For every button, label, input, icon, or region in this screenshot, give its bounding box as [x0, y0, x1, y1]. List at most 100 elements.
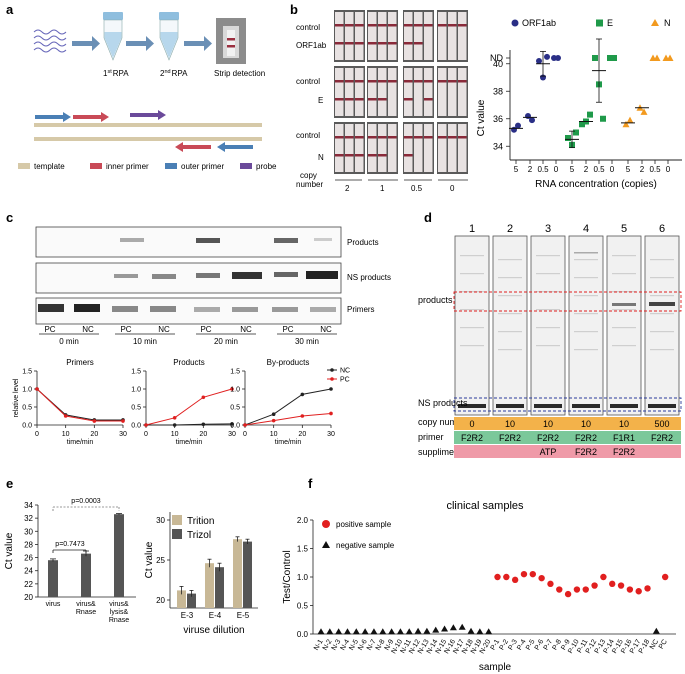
copy-number-cell: 500: [654, 419, 669, 429]
faint-band: [650, 259, 674, 261]
gel-lane: [530, 235, 566, 416]
legend-label: PC: [340, 377, 350, 384]
control-line: [355, 24, 364, 27]
e-data-point: [592, 55, 598, 61]
y-tick-label: 0.0: [22, 423, 32, 430]
control-line: [388, 136, 397, 139]
copy-number-cell: 10: [581, 419, 591, 429]
x-tick-label: 5: [570, 165, 575, 174]
y-tick-label: 1.0: [131, 387, 141, 394]
y-tick-label: 2.0: [297, 516, 309, 525]
strip: [438, 12, 447, 60]
legend-negative-marker: [322, 541, 330, 548]
d-ns-products-label: NS products: [418, 398, 468, 408]
y-tick-label: 26: [24, 554, 33, 563]
y-tick-label: 28: [24, 540, 33, 549]
copy-label-line1: copy: [300, 171, 317, 180]
y-tick-label: 22: [24, 580, 33, 589]
control-line: [368, 24, 377, 27]
lane-number: 1: [469, 223, 475, 235]
negative-sample-point: [423, 627, 431, 634]
faint-band: [612, 327, 636, 329]
strip-photo-grid: [334, 10, 468, 174]
legend-marker: [330, 368, 334, 372]
panel-a-label: a: [6, 2, 14, 17]
x-axis-label: sample: [479, 662, 512, 673]
strip: [378, 12, 387, 60]
time-label: 10 min: [133, 337, 157, 346]
faint-band: [650, 349, 674, 351]
legend-probe: probe: [256, 162, 277, 171]
legend-outer-primer: outer primer: [181, 162, 224, 171]
time-label: 30 min: [295, 337, 319, 346]
pc-point: [92, 419, 97, 423]
test-line: [404, 98, 413, 101]
control-line: [438, 80, 447, 83]
gel-products: [35, 226, 342, 258]
product-band: [649, 302, 675, 306]
rna-template-icon: [33, 29, 67, 53]
y-tick-label: 30: [24, 527, 33, 536]
strip-photo: [216, 18, 246, 64]
test-line: [368, 42, 377, 45]
category-label: lysis&: [110, 609, 129, 616]
control-line: [414, 24, 423, 27]
x-tick-label: 0: [610, 165, 615, 174]
ns-product-band: [534, 404, 562, 408]
y-tick-label: 1.0: [22, 387, 32, 394]
faint-band: [536, 327, 560, 329]
step-1-label: 1stRPA: [103, 69, 129, 78]
x-tick-label: 5: [514, 165, 519, 174]
ns-product-band: [648, 404, 676, 408]
negative-sample-point: [343, 628, 351, 635]
legend-e-marker: [596, 19, 603, 27]
step-3-label: Strip detection: [214, 69, 265, 78]
bar: [114, 514, 124, 597]
nc-series-line: [146, 423, 233, 426]
faint-band: [574, 349, 598, 351]
suppliment-cell: ATP: [540, 447, 557, 457]
nc-point: [230, 422, 234, 426]
faint-band: [498, 349, 522, 351]
d-suppliment-label: suppliment: [418, 447, 462, 457]
product-band: [612, 303, 636, 306]
y-tick-label: 0.0: [297, 630, 309, 639]
x-axis-label: time/min: [67, 439, 94, 446]
copy-number-2: 2: [345, 184, 350, 193]
lane-label: NC: [158, 325, 170, 334]
strip: [424, 12, 433, 60]
faint-band: [460, 327, 484, 329]
strip: [378, 124, 387, 172]
n-data-point: [666, 54, 674, 61]
control-line: [368, 80, 377, 83]
strip: [368, 124, 377, 172]
positive-sample-point: [529, 570, 536, 578]
x-tick-label: N-2: [322, 638, 334, 651]
strip: [458, 68, 467, 116]
y-tick-label: 1.0: [230, 387, 240, 394]
strip: [345, 124, 354, 172]
positive-sample-point: [520, 570, 528, 578]
primer-cell: F2R2: [537, 433, 559, 443]
x-tick-label: N-4: [340, 638, 352, 651]
strip: [355, 124, 364, 172]
strip: [448, 12, 457, 60]
faint-band: [650, 295, 674, 297]
pc-point: [35, 387, 39, 391]
x-tick-label: 10: [171, 431, 179, 438]
test-line: [355, 98, 364, 101]
negative-sample-point: [396, 628, 404, 635]
category-label: E-3: [181, 611, 194, 620]
n-data-point: [622, 120, 630, 128]
strip: [345, 12, 354, 60]
x-tick-label: 0.5: [649, 165, 661, 174]
y-tick-label: 0.5: [230, 405, 240, 412]
legend-swatch: [172, 529, 182, 539]
faint-band: [536, 309, 560, 311]
e-data-point: [565, 135, 571, 141]
pc-point: [121, 419, 125, 423]
legend-marker: [330, 377, 334, 381]
primer-cell: F2R2: [499, 433, 521, 443]
lane-number: 2: [507, 223, 513, 235]
control-line: [458, 136, 467, 139]
